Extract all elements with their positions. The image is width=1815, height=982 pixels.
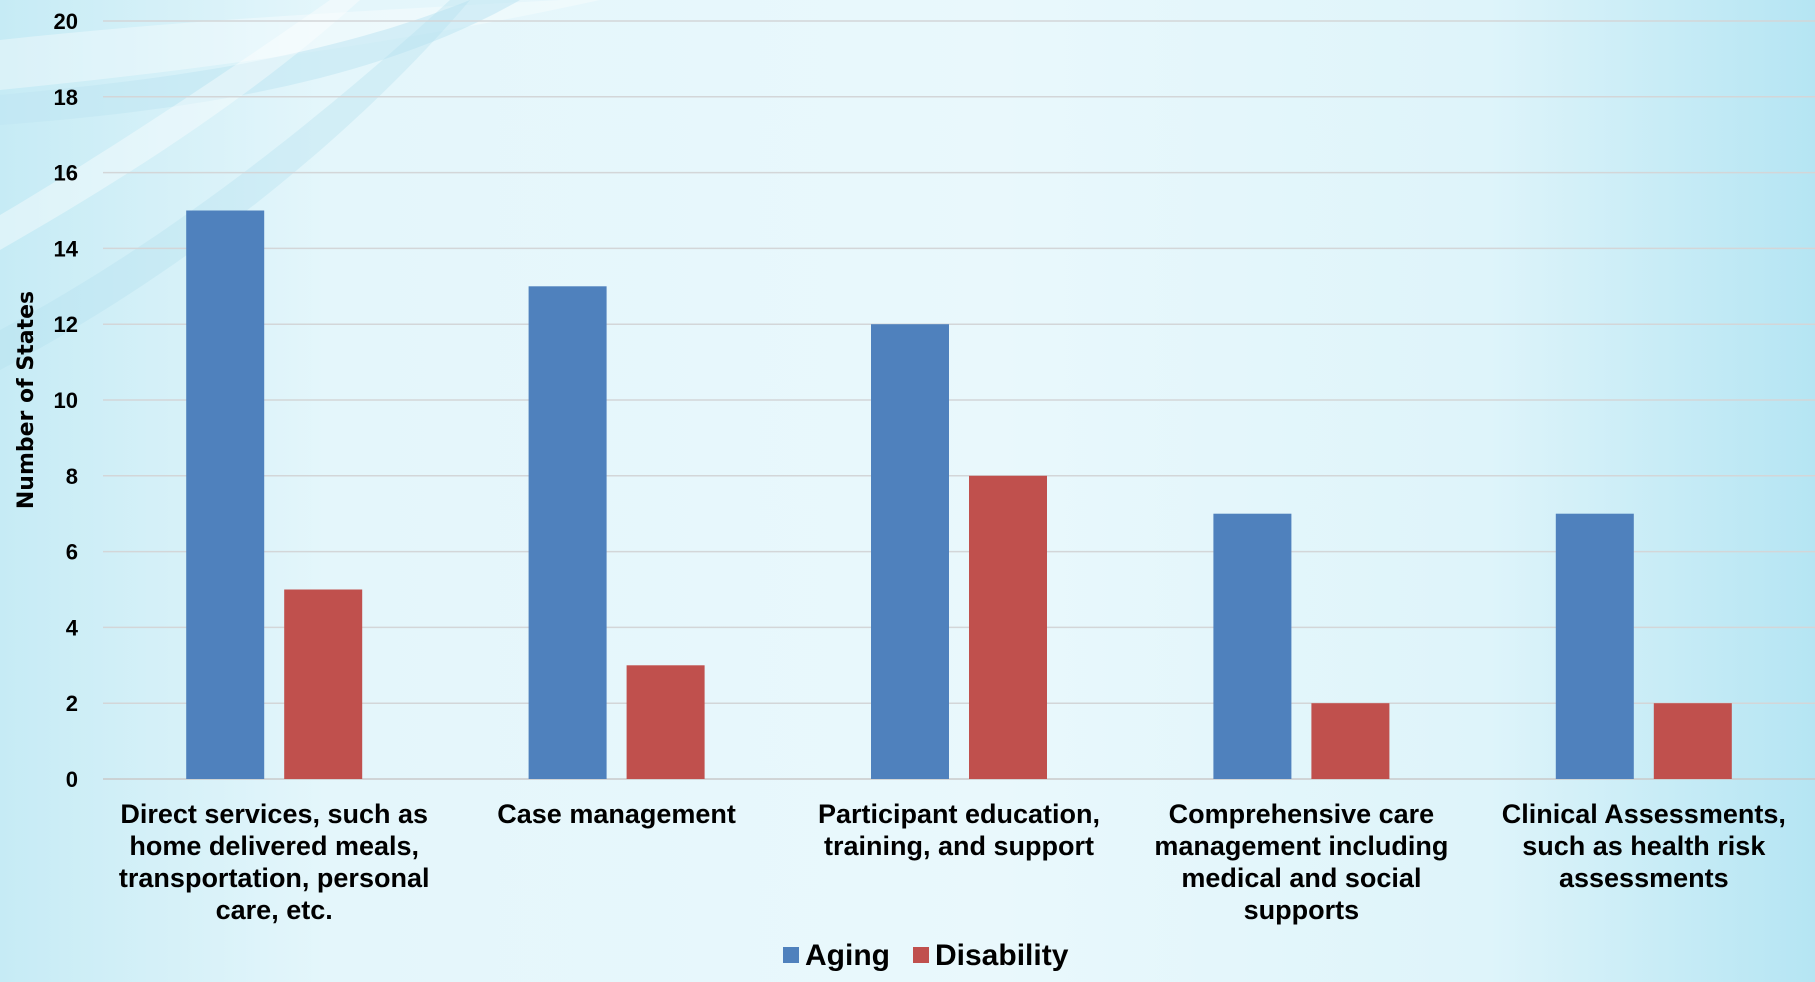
y-tick-label: 0 xyxy=(66,767,78,792)
legend-label-disability: Disability xyxy=(935,939,1069,972)
category-label: Clinical Assessments, such as health risk… xyxy=(1502,799,1786,893)
category-label: Participant education, training, and supp… xyxy=(818,799,1100,861)
category-label: Direct services, such as home delivered m… xyxy=(119,799,430,925)
category-label-line: Clinical Assessments, xyxy=(1502,799,1786,829)
bar-disability-5 xyxy=(1653,703,1732,779)
y-tick-label: 16 xyxy=(54,161,78,186)
bar-disability-4 xyxy=(1311,703,1390,779)
legend-swatch-disability xyxy=(913,947,929,963)
category-label-line: such as health risk xyxy=(1522,831,1766,861)
bar-aging-5 xyxy=(1555,513,1634,779)
category-label-line: supports xyxy=(1244,895,1360,925)
gridlines xyxy=(103,20,1815,780)
bar-aging-3 xyxy=(871,324,949,779)
bar-disability-3 xyxy=(969,475,1047,779)
y-tick-label: 6 xyxy=(66,540,78,565)
legend: Aging Disability xyxy=(783,939,1069,972)
bar-disability-2 xyxy=(626,665,705,779)
category-label-line: management including xyxy=(1154,831,1448,861)
y-tick-label: 12 xyxy=(54,312,78,337)
y-tick-label: 2 xyxy=(66,691,78,716)
category-label-line: medical and social xyxy=(1181,863,1421,893)
category-labels: Direct services, such as home delivered m… xyxy=(119,799,1786,925)
category-label: Case management xyxy=(497,799,736,829)
category-label: Comprehensive care management including me… xyxy=(1154,799,1448,925)
bar-disability-1 xyxy=(284,589,363,779)
bar-aging-4 xyxy=(1213,513,1292,779)
y-tick-label: 4 xyxy=(66,615,79,640)
y-axis-ticks: 0 2 4 6 8 10 12 14 16 18 20 xyxy=(54,9,79,792)
y-tick-label: 20 xyxy=(54,9,78,34)
category-label-line: Direct services, such as xyxy=(120,799,428,829)
category-label-line: Comprehensive care xyxy=(1169,799,1435,829)
y-tick-label: 14 xyxy=(54,236,79,261)
legend-label-aging: Aging xyxy=(805,939,890,972)
category-label-line: assessments xyxy=(1559,863,1729,893)
y-axis-title: Number of States xyxy=(14,291,39,509)
bar-aging-1 xyxy=(186,210,265,779)
category-label-line: Participant education, xyxy=(818,799,1100,829)
bar-aging-2 xyxy=(528,286,607,779)
y-tick-label: 8 xyxy=(66,464,78,489)
legend-swatch-aging xyxy=(783,947,799,963)
category-label-line: care, etc. xyxy=(216,895,333,925)
category-label-line: transportation, personal xyxy=(119,863,430,893)
y-tick-label: 18 xyxy=(54,85,78,110)
category-label-line: Case management xyxy=(497,799,736,829)
category-label-line: home delivered meals, xyxy=(129,831,419,861)
category-label-line: training, and support xyxy=(824,831,1094,861)
y-tick-label: 10 xyxy=(54,388,78,413)
bars xyxy=(186,210,1732,779)
